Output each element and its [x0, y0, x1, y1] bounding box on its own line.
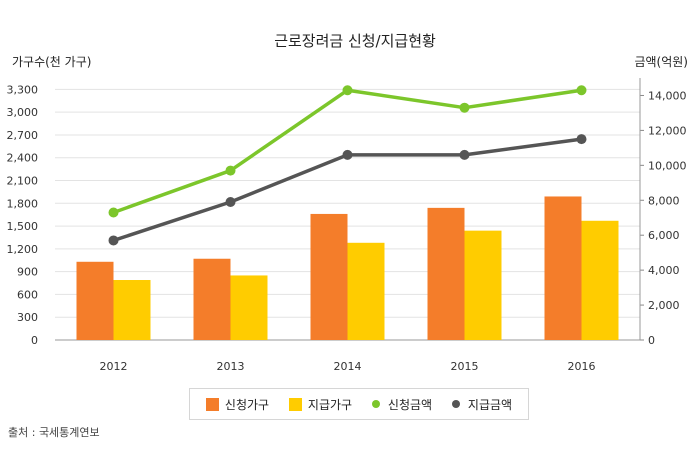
legend-swatch-3 — [451, 400, 460, 408]
left-tick-label: 3,000 — [7, 106, 39, 119]
right-tick-label: 0 — [648, 334, 655, 347]
bar-applied-2014 — [310, 213, 348, 340]
point-0-2016 — [576, 85, 587, 96]
legend-label-2: 신청금액 — [387, 397, 433, 412]
left-tick-label: 2,100 — [7, 175, 39, 188]
lines — [108, 85, 587, 246]
legend-swatch-1 — [288, 397, 302, 411]
left-tick-label: 300 — [17, 311, 38, 324]
bar-paid-2016 — [581, 220, 619, 340]
x-tick-label: 2012 — [100, 360, 128, 373]
chart-title: 근로장려금 신청/지급현황 — [274, 32, 436, 50]
point-0-2014 — [342, 85, 353, 96]
right-tick-label: 10,000 — [648, 159, 687, 172]
left-axis-label: 가구수(천 가구) — [12, 54, 91, 69]
legend-item-1: 지급가구 — [288, 396, 353, 413]
legend-swatch-0 — [205, 397, 219, 411]
legend-item-0: 신청가구 — [205, 396, 270, 413]
x-tick-label: 2014 — [334, 360, 362, 373]
legend-swatch-2 — [371, 400, 380, 408]
bar-paid-2013 — [230, 275, 268, 340]
point-0-2012 — [108, 207, 119, 218]
bars — [76, 196, 619, 340]
point-1-2016 — [576, 134, 587, 145]
right-axis-label: 금액(억원) — [634, 55, 688, 69]
bar-applied-2016 — [544, 196, 582, 340]
bar-paid-2012 — [113, 280, 151, 340]
point-1-2015 — [459, 149, 470, 160]
left-tick-label: 2,700 — [7, 129, 39, 142]
right-tick-label: 2,000 — [648, 299, 680, 312]
left-tick-label: 1,800 — [7, 197, 39, 210]
legend-label-1: 지급가구 — [307, 397, 353, 412]
right-tick-label: 8,000 — [648, 194, 680, 207]
legend-item-2: 신청금액 — [371, 396, 433, 413]
bar-paid-2015 — [464, 230, 502, 340]
point-0-2015 — [459, 102, 470, 113]
point-1-2013 — [225, 197, 236, 208]
legend-label-3: 지급금액 — [467, 397, 513, 412]
point-0-2013 — [225, 165, 236, 176]
bar-paid-2014 — [347, 242, 385, 340]
left-tick-label: 1,200 — [7, 243, 39, 256]
left-tick-label: 1,500 — [7, 220, 39, 233]
legend: 신청가구 지급가구 신청금액 지급금액 — [189, 388, 529, 420]
right-tick-label: 14,000 — [648, 89, 687, 102]
bar-applied-2012 — [76, 261, 114, 340]
point-1-2014 — [342, 149, 353, 160]
left-tick-label: 2,400 — [7, 152, 39, 165]
bar-applied-2013 — [193, 258, 231, 340]
legend-label-0: 신청가구 — [224, 397, 270, 412]
left-tick-label: 3,300 — [7, 83, 39, 96]
x-axis-ticks: 2012 2013 2014 2015 2016 — [100, 360, 596, 373]
left-tick-label: 0 — [31, 334, 38, 347]
left-tick-label: 900 — [17, 266, 38, 279]
left-tick-label: 600 — [17, 288, 38, 301]
x-tick-label: 2015 — [451, 360, 479, 373]
bar-applied-2015 — [427, 207, 465, 340]
right-tick-label: 12,000 — [648, 124, 687, 137]
x-tick-label: 2013 — [217, 360, 245, 373]
right-tick-label: 4,000 — [648, 264, 680, 277]
point-1-2012 — [108, 235, 119, 246]
right-axis-ticks: 0 2,000 4,000 6,000 8,000 10,000 12,000 14,000 — [639, 78, 687, 347]
source-note: 출처 : 국세통계연보 — [8, 426, 100, 439]
legend-item-3: 지급금액 — [451, 396, 513, 413]
x-tick-label: 2016 — [568, 360, 596, 373]
left-axis-ticks: 0 300 600 900 1,200 1,500 1,800 2,100 2,400 2,700… — [7, 83, 39, 347]
right-tick-label: 6,000 — [648, 229, 680, 242]
